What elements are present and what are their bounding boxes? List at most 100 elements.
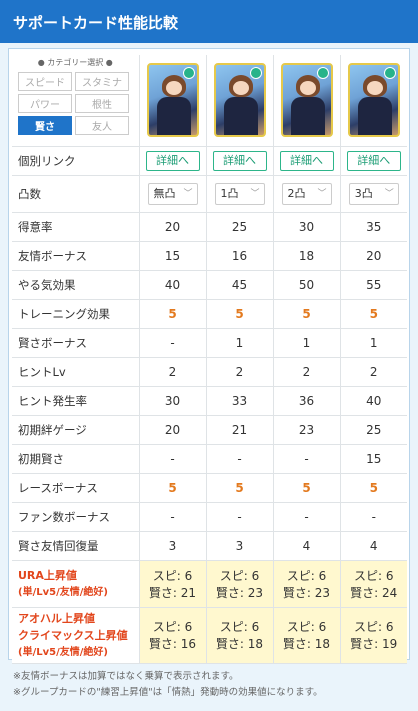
category-title: ● カテゴリー選択 ● — [37, 58, 113, 67]
value-cell: 3 — [206, 531, 274, 561]
value-cell: 18 — [273, 241, 341, 271]
row-aoharu: アオハル上昇値 クライマックス上昇値 (単/Lv5/友情/絶好) スピ: 6 賢さ… — [12, 607, 407, 664]
value-cell: 15 — [139, 241, 207, 271]
row-label: アオハル上昇値 クライマックス上昇値 (単/Lv5/友情/絶好) — [12, 607, 140, 664]
value-cell: - — [273, 502, 341, 532]
card-cell-2 — [206, 55, 274, 147]
limit-break-select[interactable]: 2凸 ﹀ — [281, 182, 332, 205]
footnote: ※グループカードの"練習上昇値"は「情熱」発動時の効果値になります。 — [13, 687, 323, 698]
row-ura: URA上昇値 (単/Lv5/友情/絶好) スピ: 6 賢さ: 21 スピ: 6 賢さ… — [12, 560, 407, 608]
category-stamina-button[interactable]: スタミナ — [75, 72, 129, 91]
detail-button[interactable]: 詳細へ — [279, 150, 334, 171]
value-cell: 5 — [139, 299, 207, 329]
ura-label: URA上昇値 — [18, 568, 77, 582]
card-image[interactable] — [146, 63, 199, 138]
climax-label: クライマックス上昇値 — [18, 628, 128, 642]
card-cell-1 — [139, 55, 207, 147]
value-cell: スピ: 6 賢さ: 24 — [340, 560, 407, 608]
value-cell: 4 — [273, 531, 341, 561]
row-initkashi: 初期賢さ - - - 15 — [12, 444, 407, 474]
limit-break-select[interactable]: 1凸 ﹀ — [214, 182, 265, 205]
value-cell: 30 — [139, 386, 207, 416]
category-friend-button[interactable]: 友人 — [75, 116, 129, 135]
value-cell: - — [139, 328, 207, 358]
value-cell: スピ: 6 賢さ: 19 — [340, 607, 407, 664]
card-header-row: ● カテゴリー選択 ● スピード スタミナ パワー 根性 賢さ 友人 — [12, 55, 407, 147]
value-cell: 1 — [273, 328, 341, 358]
chevron-down-icon: ﹀ — [384, 188, 394, 199]
category-wisdom-button[interactable]: 賢さ — [18, 116, 72, 135]
card-cell-4 — [340, 55, 407, 147]
value-cell: 5 — [206, 473, 274, 503]
row-label: 初期絆ゲージ — [12, 415, 140, 445]
row-label: URA上昇値 (単/Lv5/友情/絶好) — [12, 560, 140, 608]
aoharu-label: アオハル上昇値 — [18, 611, 95, 625]
card-image[interactable] — [213, 63, 266, 138]
chevron-down-icon: ﹀ — [317, 188, 327, 199]
row-fan: ファン数ボーナス - - - - — [12, 502, 407, 532]
ura-sublabel: (単/Lv5/友情/絶好) — [18, 586, 108, 598]
value-cell: 20 — [139, 212, 207, 242]
value-cell: - — [206, 444, 274, 474]
limit-break-select[interactable]: 3凸 ﹀ — [348, 182, 399, 205]
chevron-down-icon: ﹀ — [183, 188, 193, 199]
row-training: トレーニング効果 5 5 5 5 — [12, 299, 407, 329]
category-speed-button[interactable]: スピード — [18, 72, 72, 91]
detail-button[interactable]: 詳細へ — [346, 150, 401, 171]
value-cell: 1 — [340, 328, 407, 358]
value-cell: 5 — [340, 299, 407, 329]
category-selector: ● カテゴリー選択 ● スピード スタミナ パワー 根性 賢さ 友人 — [12, 55, 140, 147]
select-value: 無凸 — [153, 186, 176, 200]
row-kizuna: 初期絆ゲージ 20 21 23 25 — [12, 415, 407, 445]
value-cell: - — [273, 444, 341, 474]
page-header: サポートカード性能比較 — [0, 0, 418, 43]
value-cell: 23 — [273, 415, 341, 445]
value-cell: スピ: 6 賢さ: 16 — [139, 607, 207, 664]
row-kaifuku: 賢さ友情回復量 3 3 4 4 — [12, 531, 407, 561]
value-cell: - — [139, 502, 207, 532]
select-value: 1凸 — [220, 186, 239, 200]
row-hintrate: ヒント発生率 30 33 36 40 — [12, 386, 407, 416]
category-power-button[interactable]: パワー — [18, 94, 72, 113]
page-title: サポートカード性能比較 — [13, 14, 179, 32]
select-value: 2凸 — [287, 186, 306, 200]
value-cell: 55 — [340, 270, 407, 300]
value-cell: 5 — [139, 473, 207, 503]
value-cell: スピ: 6 賢さ: 23 — [273, 560, 341, 608]
value-cell: 45 — [206, 270, 274, 300]
card-image[interactable] — [347, 63, 400, 138]
limit-break-select[interactable]: 無凸 ﹀ — [147, 182, 198, 205]
value-cell: 2 — [139, 357, 207, 387]
category-guts-button[interactable]: 根性 — [75, 94, 129, 113]
card-image[interactable] — [280, 63, 333, 138]
row-label: 賢さボーナス — [12, 328, 140, 358]
value-cell: 40 — [340, 386, 407, 416]
value-cell: 25 — [206, 212, 274, 242]
value-cell: 20 — [340, 241, 407, 271]
badge-icon — [249, 67, 262, 80]
value-cell: - — [340, 502, 407, 532]
value-cell: 5 — [340, 473, 407, 503]
row-label: レースボーナス — [12, 473, 140, 503]
value-cell: 2 — [273, 357, 341, 387]
value-cell: 5 — [273, 299, 341, 329]
value-cell: 35 — [340, 212, 407, 242]
detail-button[interactable]: 詳細へ — [212, 150, 267, 171]
row-label: ヒント発生率 — [12, 386, 140, 416]
value-cell: 21 — [206, 415, 274, 445]
value-cell: 15 — [340, 444, 407, 474]
row-label: 得意率 — [12, 212, 140, 242]
row-label: トレーニング効果 — [12, 299, 140, 329]
detail-button[interactable]: 詳細へ — [145, 150, 200, 171]
row-tokui: 得意率 20 25 30 35 — [12, 212, 407, 242]
row-label: ファン数ボーナス — [12, 502, 140, 532]
row-label: 個別リンク — [12, 146, 140, 176]
value-cell: 5 — [273, 473, 341, 503]
select-value: 3凸 — [354, 186, 373, 200]
value-cell: 5 — [206, 299, 274, 329]
row-label: やる気効果 — [12, 270, 140, 300]
row-label: 初期賢さ — [12, 444, 140, 474]
aoharu-sublabel: (単/Lv5/友情/絶好) — [18, 646, 108, 658]
value-cell: 3 — [139, 531, 207, 561]
value-cell: 40 — [139, 270, 207, 300]
